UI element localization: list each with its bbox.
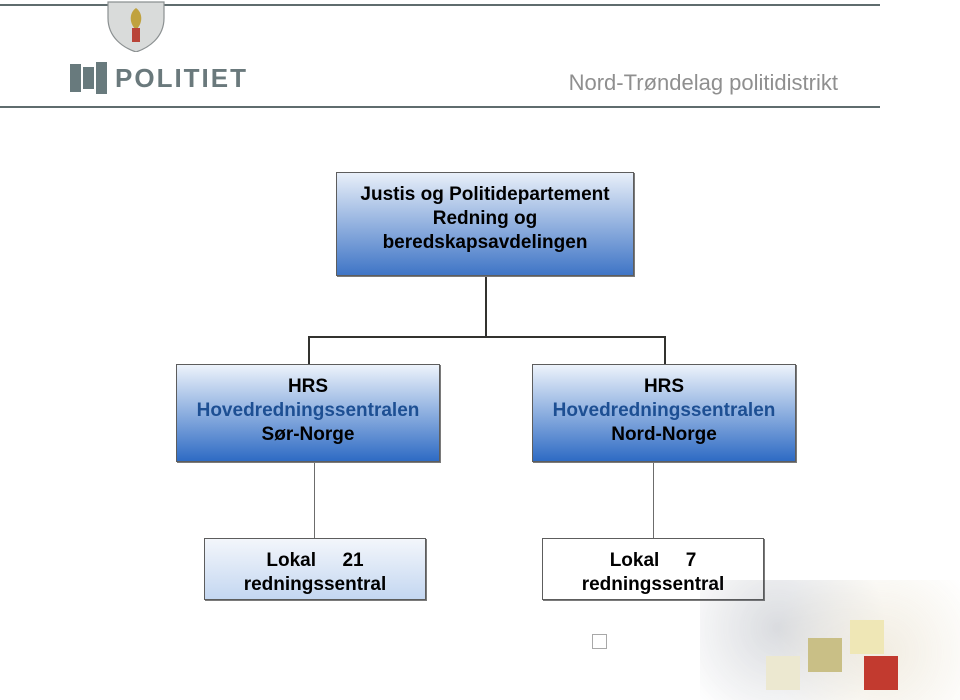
node-count: 21 (342, 550, 363, 571)
node-count: 7 (686, 550, 697, 571)
node-hrs-nord: HRS Hovedredningssentralen Nord-Norge (532, 364, 796, 462)
node-lokal-sor: Lokal 21 redningssentral (204, 538, 426, 600)
crest-icon (98, 0, 174, 52)
accent-block (808, 638, 842, 672)
brand-block-icon (83, 67, 94, 89)
node-line: Sør-Norge (189, 423, 427, 447)
connector (308, 336, 310, 364)
node-line: beredskapsavdelingen (349, 231, 621, 255)
node-line: HRS (189, 375, 427, 399)
header: POLITIET Nord-Trøndelag politidistrikt (0, 0, 960, 110)
node-line: Justis og Politidepartement (349, 183, 621, 207)
tiny-box-icon (592, 634, 607, 649)
brand-wordmark: POLITIET (115, 63, 248, 94)
accent-block (850, 620, 884, 654)
connector (308, 336, 666, 338)
slide: POLITIET Nord-Trøndelag politidistrikt J… (0, 0, 960, 700)
accent-block (864, 656, 898, 690)
node-line: Nord-Norge (545, 423, 783, 447)
accent-blocks (766, 608, 906, 694)
node-text: redningssentral (582, 574, 725, 595)
accent-block (766, 656, 800, 690)
node-line: Hovedredningssentralen (545, 399, 783, 423)
brand-block-icon (70, 64, 81, 92)
connector (314, 462, 315, 538)
node-hrs-sor: HRS Hovedredningssentralen Sør-Norge (176, 364, 440, 462)
node-text: Lokal (266, 550, 316, 571)
header-subtitle: Nord-Trøndelag politidistrikt (569, 70, 838, 96)
node-text: Lokal (610, 550, 660, 571)
node-line: Hovedredningssentralen (189, 399, 427, 423)
connector (485, 276, 487, 336)
brand-block-icon (96, 62, 107, 94)
node-root: Justis og Politidepartement Redning og b… (336, 172, 634, 276)
node-line: HRS (545, 375, 783, 399)
brand: POLITIET (70, 62, 248, 94)
node-lokal-nord: Lokal 7 redningssentral (542, 538, 764, 600)
header-rule-bottom (0, 106, 880, 108)
node-text: redningssentral (244, 574, 387, 595)
connector (653, 462, 654, 538)
connector (664, 336, 666, 364)
node-line: Redning og (349, 207, 621, 231)
